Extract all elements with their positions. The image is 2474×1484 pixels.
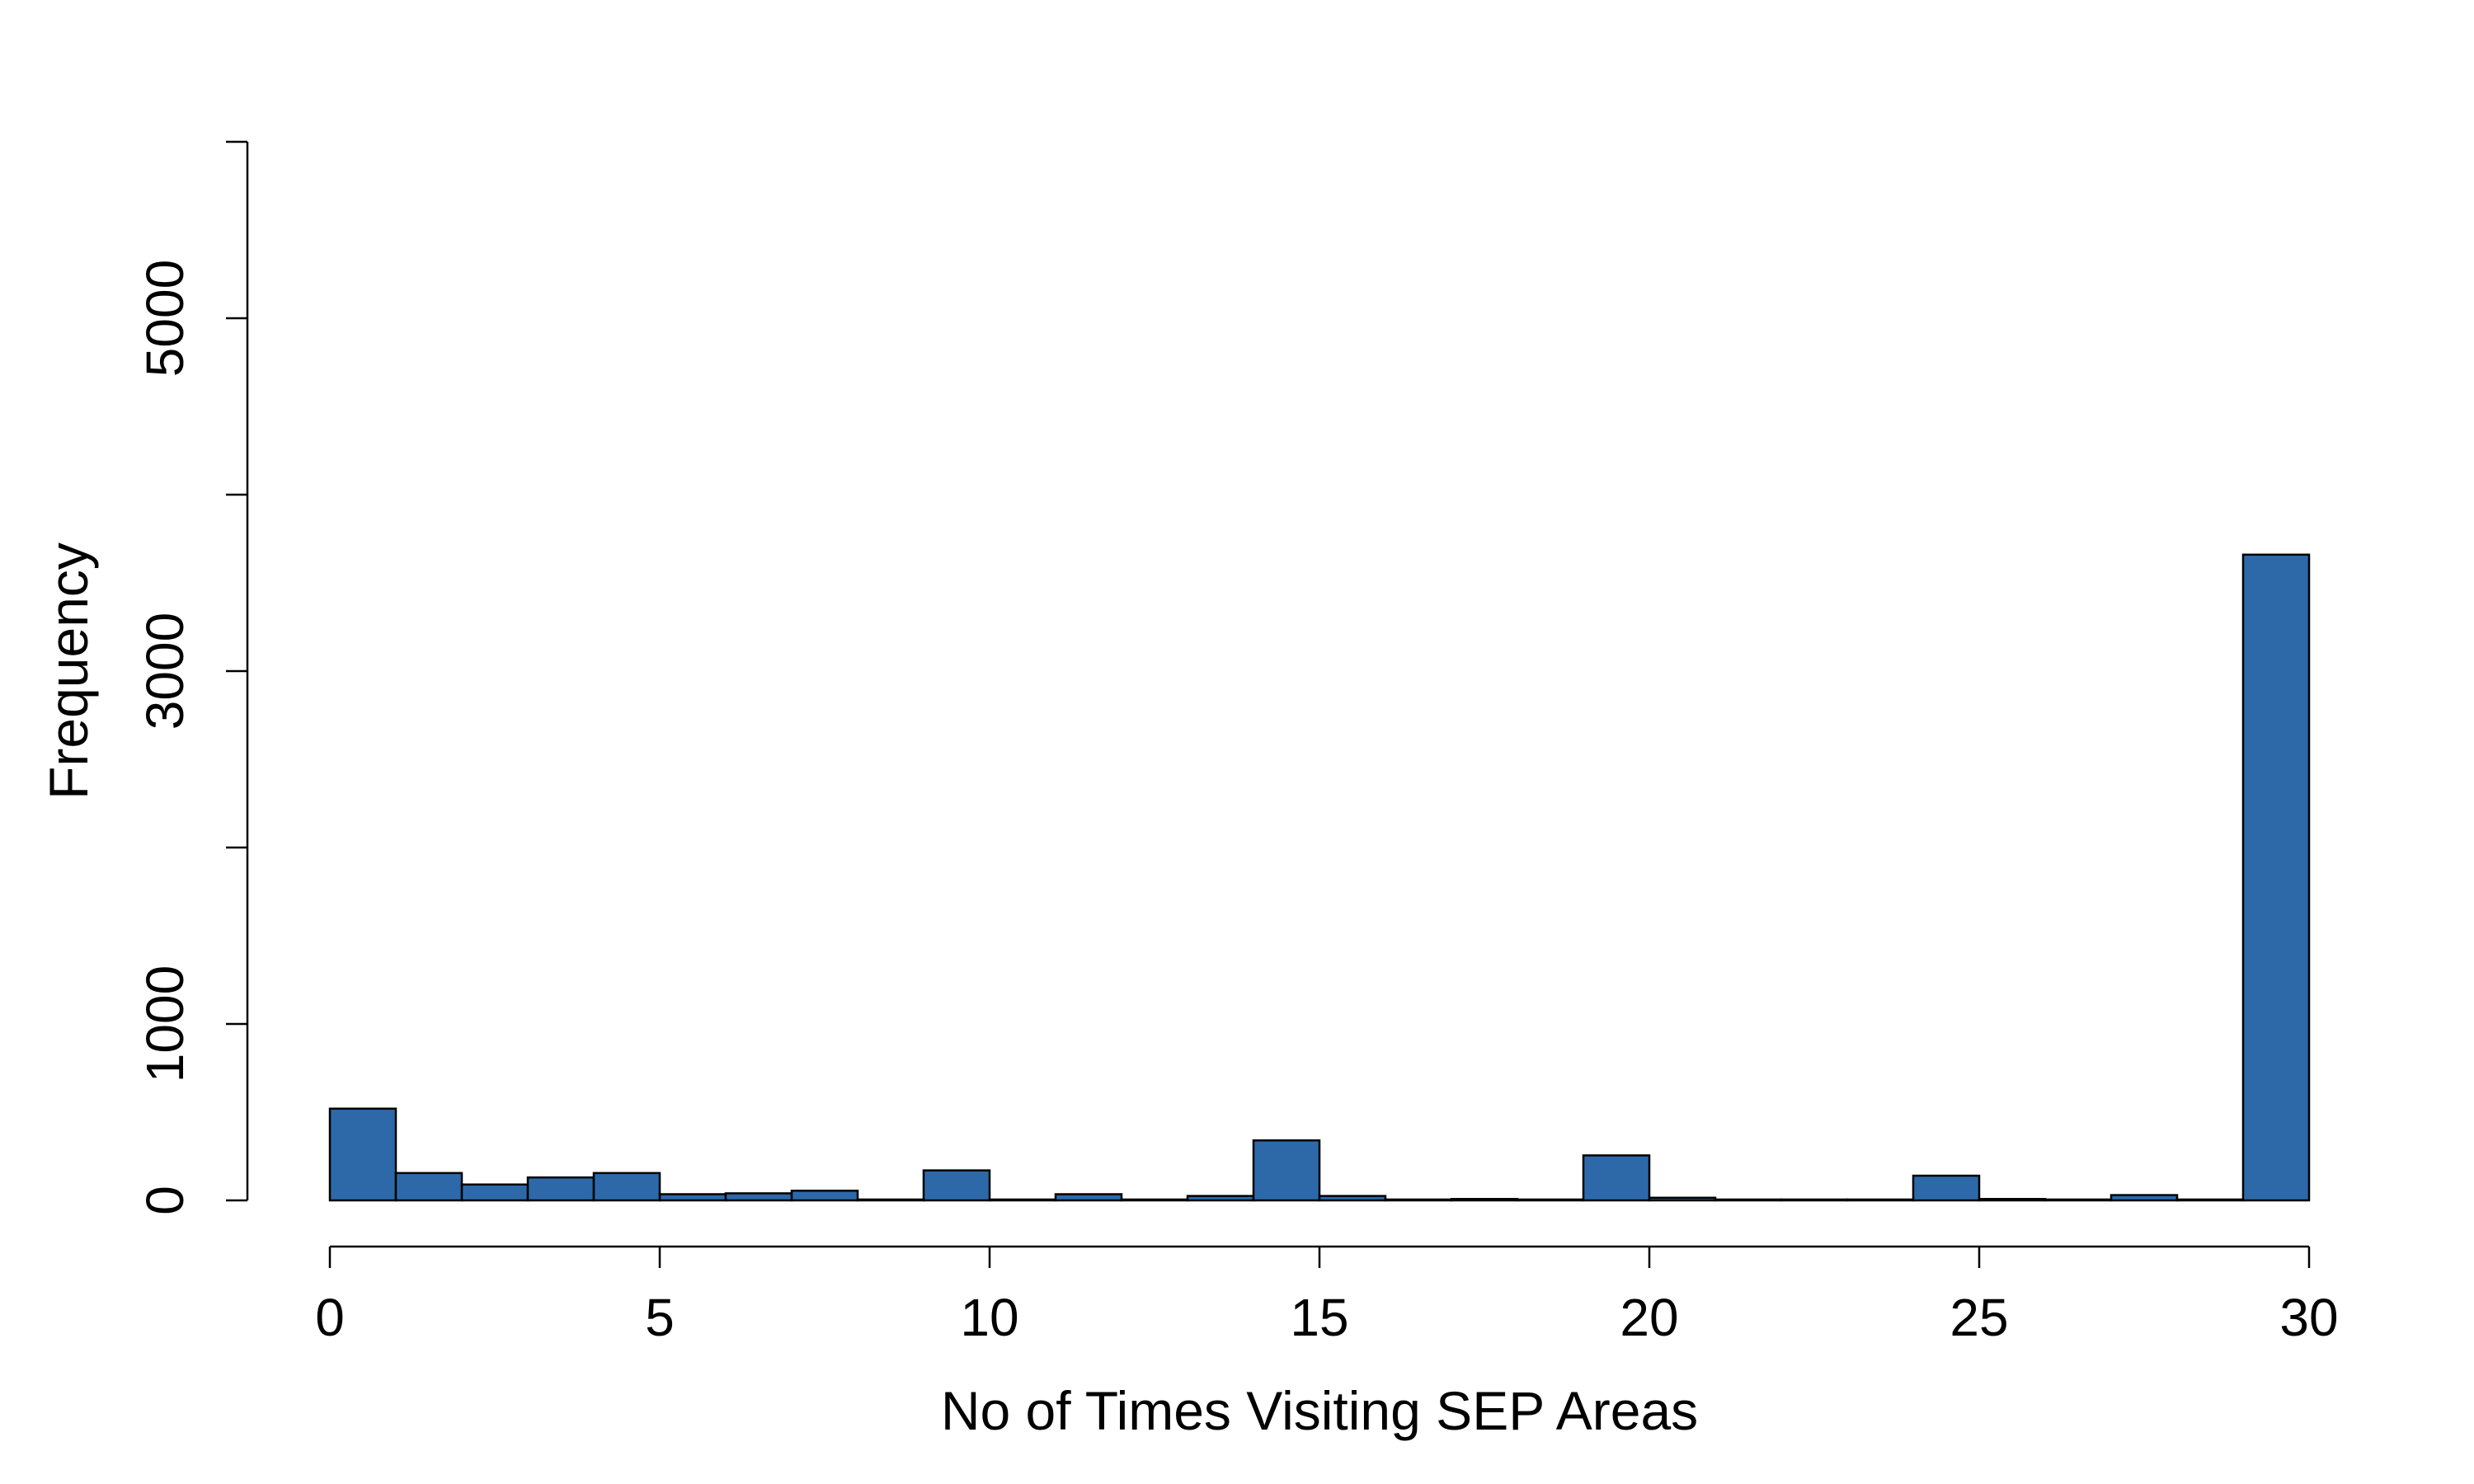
histogram-bar-29 [2241, 553, 2311, 1202]
y-axis-ticks: 0 1000 3000 5000 [135, 140, 247, 1215]
x-axis: 0 5 10 15 20 25 30 [315, 1245, 2339, 1347]
histogram-bar-9 [922, 1169, 991, 1202]
histogram-bar-27 [2109, 1194, 2179, 1202]
histogram-bar-24 [1912, 1174, 1981, 1202]
y-tick-label: 3000 [135, 613, 195, 730]
histogram-bar-6 [724, 1192, 793, 1202]
histogram-bar-0 [328, 1107, 397, 1202]
histogram-bar-2 [460, 1183, 529, 1202]
histogram-bar-20 [1648, 1196, 1717, 1202]
x-tick-label: 25 [1950, 1288, 2008, 1347]
x-tick-label: 30 [2279, 1288, 2338, 1347]
bars-layer [328, 553, 2311, 1202]
histogram-bar-25 [1978, 1198, 2047, 1202]
x-axis-ticks: 0 5 10 15 20 25 30 [315, 1247, 2339, 1347]
histogram-bar-19 [1582, 1154, 1651, 1202]
histogram-bar-17 [1450, 1198, 1519, 1202]
histogram-bar-1 [394, 1172, 463, 1202]
y-tick-label: 5000 [135, 260, 195, 377]
histogram-bar-15 [1318, 1195, 1387, 1202]
y-tick-label: 0 [135, 1186, 195, 1215]
histogram-bar-11 [1054, 1193, 1123, 1202]
x-tick-label: 15 [1290, 1288, 1348, 1347]
y-axis-title: Frequency [38, 542, 99, 800]
y-axis: 0 1000 3000 5000 [135, 140, 249, 1215]
y-tick-label: 1000 [135, 965, 195, 1082]
x-tick-label: 0 [315, 1288, 345, 1347]
histogram-bar-5 [658, 1193, 727, 1202]
histogram-bar-13 [1186, 1195, 1255, 1202]
histogram-bar-3 [526, 1176, 595, 1202]
x-axis-title: No of Times Visiting SEP Areas [941, 1380, 1698, 1441]
x-tick-label: 5 [645, 1288, 675, 1347]
x-tick-label: 20 [1620, 1288, 1678, 1347]
x-tick-label: 10 [960, 1288, 1018, 1347]
histogram-bar-14 [1252, 1139, 1321, 1202]
histogram-bar-4 [592, 1172, 661, 1202]
histogram-bar-7 [790, 1189, 859, 1202]
